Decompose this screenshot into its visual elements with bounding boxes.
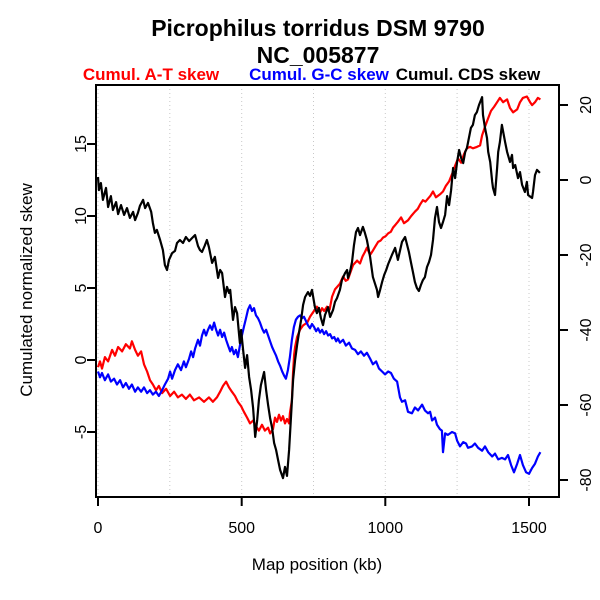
y-right-tick-label: -60 — [578, 393, 595, 416]
y-right-tick-label: -40 — [578, 318, 595, 341]
x-axis-tick-label: 0 — [94, 520, 103, 537]
y-left-tick-label: 15 — [73, 135, 90, 153]
x-axis-tick-label: 1000 — [368, 520, 404, 537]
axes-layer: 0 500 1000 1500 15 10 5 0 -5 20 0 -20 -40 -60 -80 — [73, 84, 595, 537]
y-right-tick-label: 20 — [578, 96, 595, 114]
grid-layer — [97, 85, 530, 497]
x-axis-tick-label: 1500 — [511, 520, 547, 537]
y-right-tick-label: -80 — [578, 468, 595, 491]
y-right-tick-label: 0 — [578, 175, 595, 184]
y-right-tick-label: -20 — [578, 243, 595, 266]
x-axis-tick-label: 500 — [228, 520, 255, 537]
y-left-tick-label: 5 — [73, 283, 90, 292]
chart-title: Picrophilus torridus DSM 9790 — [151, 15, 485, 41]
x-axis-label: Map position (kb) — [252, 555, 382, 574]
y-left-tick-label: 10 — [73, 207, 90, 225]
y-axis-label: Cumulated normalized skew — [17, 183, 36, 397]
series-line-cumul-cds-skew — [96, 95, 541, 480]
legend-item-at-skew: Cumul. A-T skew — [83, 65, 220, 84]
legend-item-cds-skew: Cumul. CDS skew — [396, 65, 541, 84]
y-left-tick-label: 0 — [73, 355, 90, 364]
plot-frame — [95, 84, 560, 498]
chart-subtitle: NC_005877 — [257, 42, 380, 68]
y-left-tick-label: -5 — [73, 425, 90, 439]
series-layer — [96, 95, 542, 480]
legend-item-gc-skew: Cumul. G-C skew — [249, 65, 390, 84]
